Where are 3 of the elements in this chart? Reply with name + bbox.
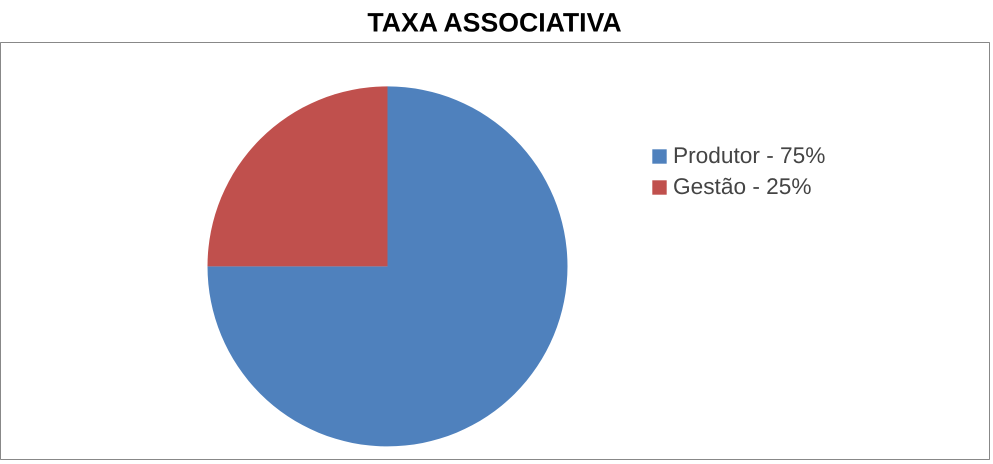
- legend-label: Gestão - 25%: [673, 173, 812, 200]
- legend-label: Produtor - 75%: [673, 142, 826, 169]
- chart-title: TAXA ASSOCIATIVA: [367, 8, 622, 38]
